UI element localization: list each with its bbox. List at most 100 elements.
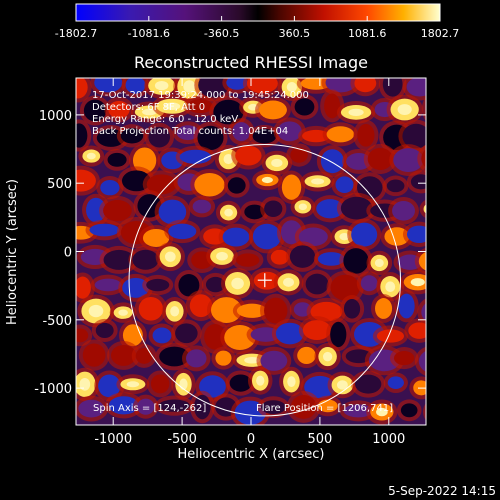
solar-limb-circle — [128, 143, 402, 417]
emission-blob — [98, 374, 121, 398]
emission-blob — [398, 293, 415, 319]
emission-blob — [423, 204, 426, 214]
emission-blob — [120, 128, 144, 144]
emission-blob — [289, 245, 316, 268]
emission-blob — [297, 346, 316, 365]
y-tick-label: 0 — [64, 246, 72, 261]
emission-blob — [304, 375, 336, 399]
emission-blob — [281, 174, 302, 200]
emission-peak — [216, 251, 228, 261]
emission-peak — [311, 178, 325, 185]
emission-blob — [229, 374, 252, 392]
emission-peak — [142, 108, 157, 116]
emission-peak — [164, 251, 176, 262]
emission-blob — [146, 174, 177, 195]
emission-peak — [261, 176, 273, 184]
emission-blob — [260, 350, 288, 371]
x-axis-label: Heliocentric X (arcsec) — [178, 447, 325, 462]
emission-blob — [76, 169, 96, 192]
emission-blob — [305, 273, 329, 295]
axis-ticks: -1000 -500 0 500 1000 -1000 -500 0 500 1000 — [34, 78, 426, 447]
emission-peak — [385, 281, 396, 293]
emission-blob — [425, 106, 426, 112]
emission-blob — [330, 321, 347, 348]
emission-blob — [83, 99, 107, 122]
emission-blob — [393, 351, 415, 366]
emission-blob — [367, 147, 393, 171]
footer-annotations: Spin Axis = [124,-262] Flare Position = … — [93, 403, 393, 414]
emission-peak — [224, 208, 233, 217]
emission-blob — [135, 347, 153, 364]
colorbar-tick-label: 1802.7 — [421, 27, 460, 40]
emission-peak — [322, 351, 333, 362]
emission-blob — [103, 249, 135, 270]
emission-peak — [339, 232, 350, 241]
emission-pattern — [76, 78, 437, 425]
emission-blob — [158, 199, 187, 225]
emission-blob — [178, 274, 200, 297]
emission-blob — [152, 327, 172, 344]
emission-blob — [192, 199, 212, 214]
emission-peak — [376, 407, 388, 417]
emission-blob — [393, 148, 424, 172]
emission-blob — [355, 374, 382, 394]
emission-peak — [428, 206, 437, 213]
emission-blob — [125, 78, 146, 94]
emission-blob — [236, 303, 268, 318]
annotation-energy-range: Energy Range: 6.0 - 12.0 keV — [92, 114, 238, 125]
emission-blob — [146, 278, 170, 292]
emission-blob — [76, 123, 88, 148]
emission-blob — [354, 78, 377, 93]
x-tick-label: 1000 — [372, 432, 405, 447]
emission-blob — [136, 398, 155, 415]
x-tick-label: 0 — [247, 432, 255, 447]
emission-blob — [343, 404, 374, 418]
emission-peak — [283, 277, 295, 287]
emission-blob — [320, 149, 344, 174]
colorbar-tick-label: -360.5 — [204, 27, 239, 40]
emission-blob — [246, 78, 278, 94]
y-tick-label: 1000 — [39, 109, 72, 124]
emission-blob — [357, 123, 375, 147]
emission-blob — [103, 199, 132, 222]
x-tick-label: -500 — [167, 432, 197, 447]
emission-peak — [231, 277, 244, 290]
emission-peak — [256, 375, 265, 386]
y-tick-label: -1000 — [34, 382, 72, 397]
emission-peak — [298, 203, 308, 211]
emission-blob — [94, 78, 123, 93]
emission-blob — [325, 78, 357, 93]
x-tick-label: -1000 — [94, 432, 132, 447]
emission-blob — [382, 78, 403, 97]
emission-peak — [179, 378, 188, 390]
emission-blob — [213, 99, 244, 125]
emission-blob — [197, 125, 224, 150]
emission-blob — [107, 152, 127, 167]
emission-peak — [244, 356, 260, 364]
y-tick-label: -500 — [42, 314, 72, 329]
y-tick-label: 500 — [47, 177, 72, 192]
emission-blob — [150, 374, 170, 394]
emission-blob — [421, 149, 426, 168]
emission-blob — [340, 196, 373, 220]
emission-peak — [79, 377, 91, 391]
emission-blob — [227, 177, 246, 194]
emission-blob — [418, 251, 426, 271]
emission-blob — [277, 121, 302, 142]
emission-peak — [88, 304, 104, 318]
emission-blob — [108, 396, 139, 415]
colorbar-gradient — [75, 3, 441, 22]
emission-peak — [286, 82, 297, 92]
emission-blob — [275, 322, 304, 345]
emission-blob — [259, 100, 287, 120]
emission-blob — [317, 252, 345, 266]
emission-blob — [406, 225, 426, 243]
emission-blob — [132, 249, 159, 270]
emission-blob — [316, 199, 344, 219]
emission-blob — [421, 303, 426, 322]
emission-blob — [264, 200, 283, 218]
emission-peak — [183, 80, 196, 93]
emission-blob — [326, 126, 355, 143]
emission-blob — [204, 324, 226, 350]
emission-blob — [108, 100, 130, 119]
